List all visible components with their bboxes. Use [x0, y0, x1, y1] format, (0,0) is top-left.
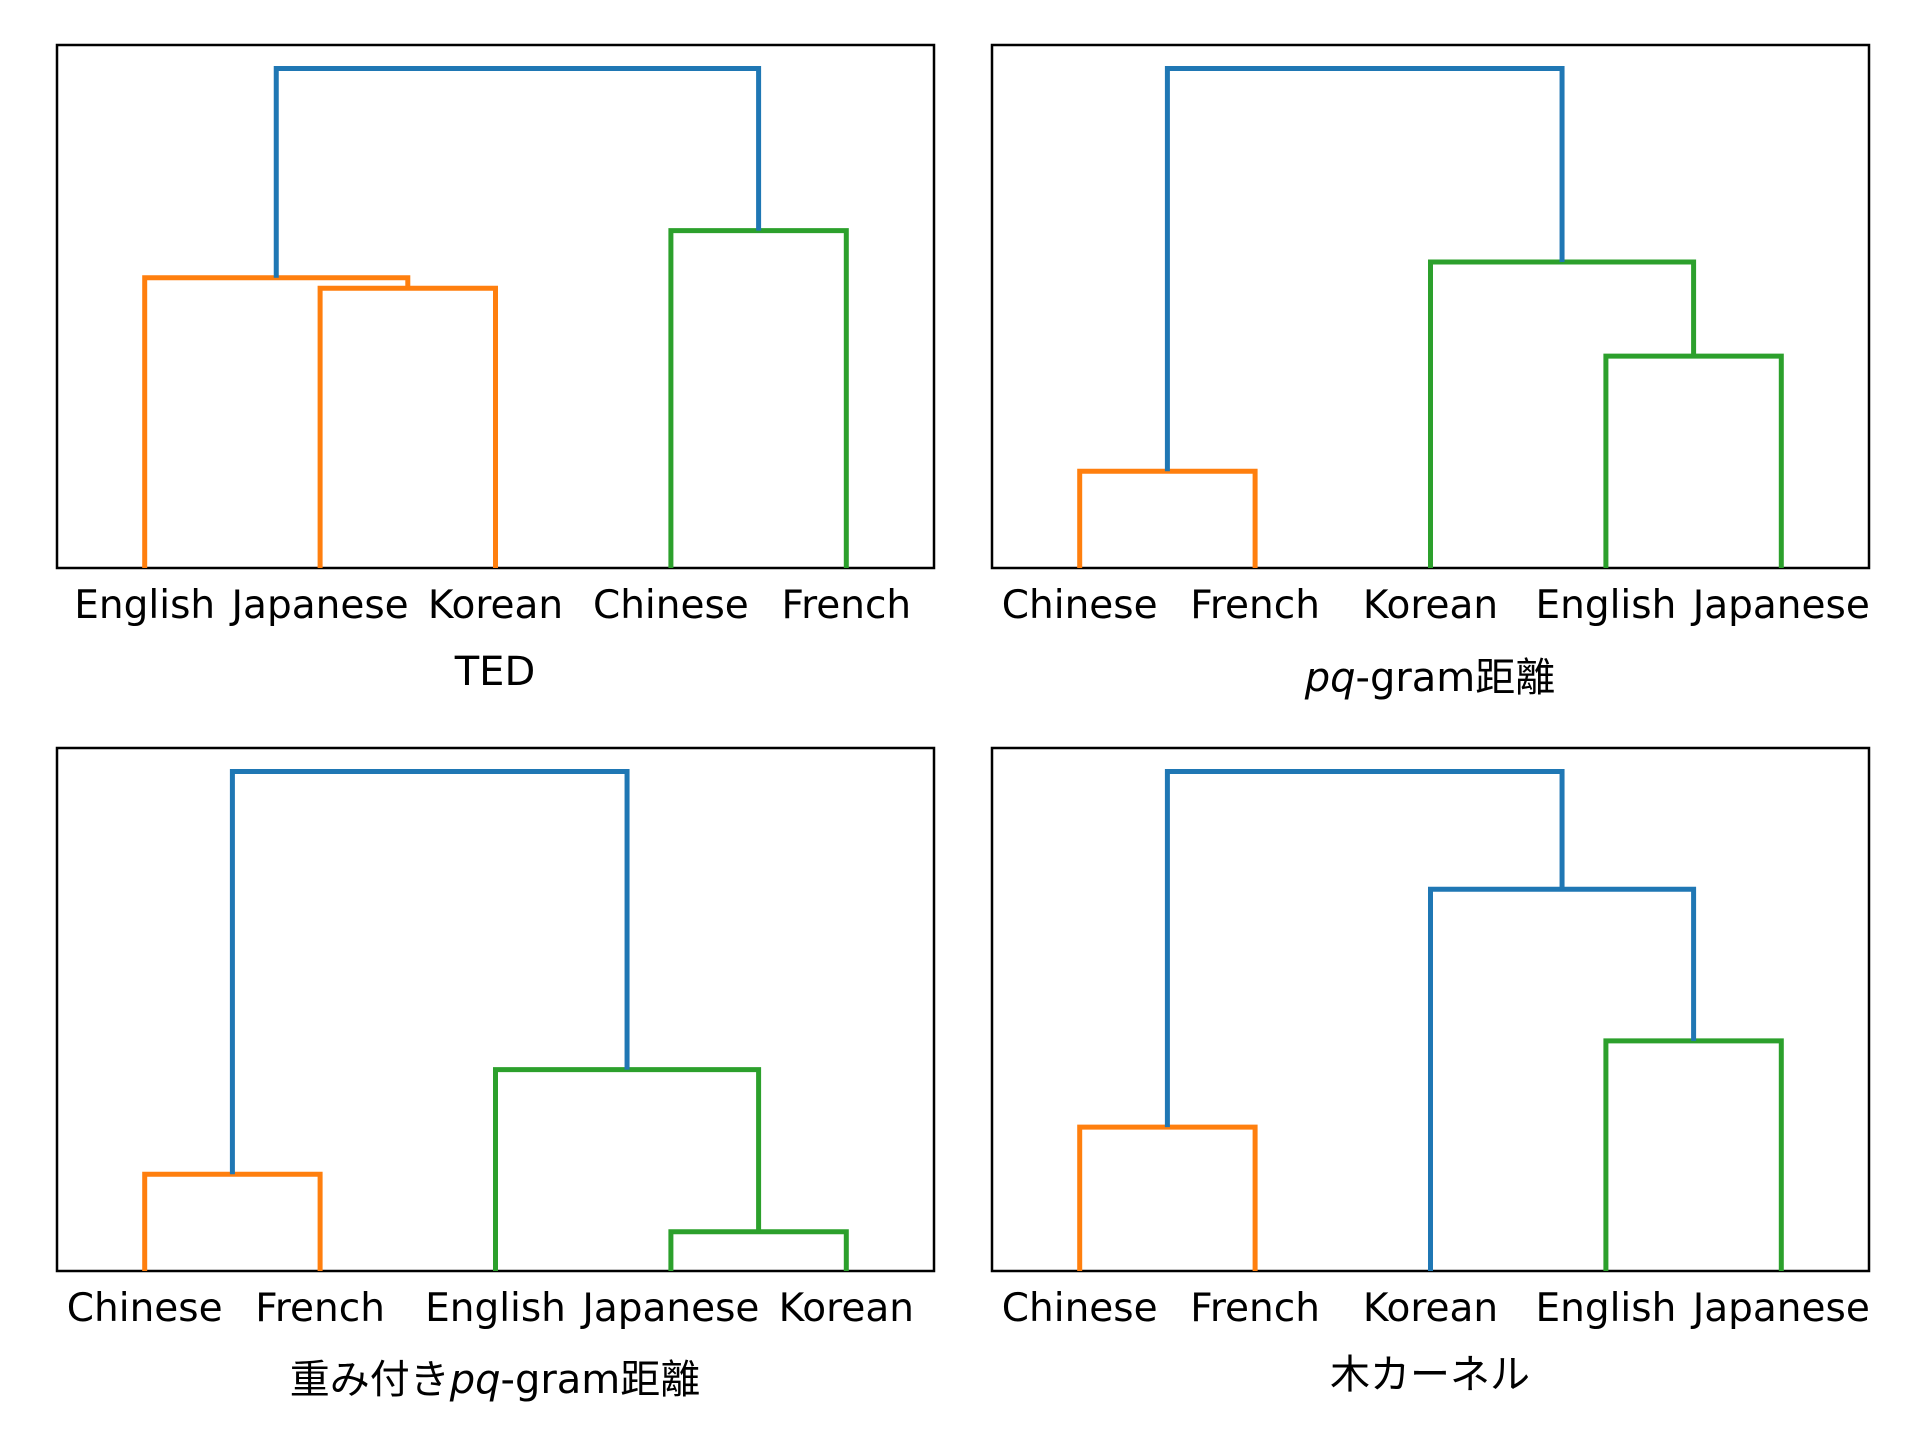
leaf-tick-label: Japanese — [1690, 1286, 1870, 1331]
leaf-tick-label: English — [425, 1286, 566, 1331]
leaf-tick-label: Japanese — [229, 583, 409, 628]
links-group — [1077, 66, 1784, 568]
x-axis-label: 重み付きpq-gram距離 — [290, 1357, 701, 1403]
leaf-tick-label: English — [1535, 583, 1676, 628]
panel-tree-kernel: Chinese French Korean English Japanese 木カーネル — [990, 746, 1871, 1398]
leaf-tick-label: French — [1190, 1286, 1320, 1331]
links-group — [142, 66, 849, 568]
dendrogram-link — [668, 1229, 849, 1271]
dendrogram-link — [142, 1171, 323, 1271]
links-group — [142, 769, 849, 1271]
dendrogram-link — [1428, 259, 1697, 568]
leaf-tick-label: Korean — [779, 1286, 914, 1331]
leaf-tick-label: French — [1190, 583, 1320, 628]
panel-pq-gram: Chinese French Korean English Japanese pq-gr… — [990, 43, 1871, 701]
leaf-tick-label: French — [255, 1286, 385, 1331]
x-axis-label-italic: pq — [449, 1357, 501, 1403]
x-axis-label-text: 木カーネル — [1330, 1352, 1530, 1398]
dendrogram-link — [1164, 66, 1565, 472]
links-group — [1077, 769, 1784, 1271]
leaf-tick-label: Chinese — [1002, 1286, 1158, 1331]
x-axis-label-prefix: 重み付き — [290, 1357, 450, 1403]
x-axis-label: pq-gram距離 — [1304, 655, 1556, 701]
leaf-tick-label: Chinese — [67, 1286, 223, 1331]
dendrogram-link — [229, 769, 630, 1175]
x-axis-label-text: TED — [454, 649, 536, 695]
tick-labels-group: Chinese French Korean English Japanese — [1002, 1286, 1870, 1331]
panel-ted: English Japanese Korean Chinese French TED — [55, 43, 936, 695]
leaf-tick-label: Chinese — [1002, 583, 1158, 628]
x-axis-label: 木カーネル — [1330, 1352, 1530, 1398]
leaf-tick-label: French — [781, 583, 911, 628]
dendrogram-link — [1164, 769, 1565, 1128]
dendrogram-link — [1603, 1038, 1784, 1271]
dendrogram-link — [1603, 353, 1784, 568]
x-axis-label-suffix: -gram距離 — [1356, 655, 1556, 701]
x-axis-label: TED — [454, 649, 536, 695]
x-axis-label-suffix: -gram距離 — [501, 1357, 701, 1403]
dendrogram-link — [1428, 886, 1697, 1271]
dendrogram-link — [273, 66, 762, 278]
tick-labels-group: Chinese French English Japanese Korean — [67, 1286, 914, 1331]
dendrogram-link — [493, 1067, 762, 1271]
leaf-tick-label: English — [74, 583, 215, 628]
leaf-tick-label: Korean — [1363, 583, 1498, 628]
dendrogram-link — [1077, 1124, 1258, 1271]
x-axis-label-italic: pq — [1304, 655, 1356, 701]
dendrogram-link — [1077, 468, 1258, 568]
leaf-tick-label: English — [1535, 1286, 1676, 1331]
tick-labels-group: English Japanese Korean Chinese French — [74, 583, 911, 628]
tick-labels-group: Chinese French Korean English Japanese — [1002, 583, 1870, 628]
panel-weighted-pq-gram: Chinese French English Japanese Korean 重み付きp… — [55, 746, 936, 1403]
leaf-tick-label: Japanese — [1690, 583, 1870, 628]
leaf-tick-label: Korean — [1363, 1286, 1498, 1331]
dendrogram-link — [317, 285, 498, 568]
leaf-tick-label: Korean — [428, 583, 563, 628]
leaf-tick-label: Japanese — [579, 1286, 759, 1331]
dendrogram-link — [142, 275, 411, 568]
leaf-tick-label: Chinese — [593, 583, 749, 628]
dendrogram-link — [668, 228, 849, 568]
